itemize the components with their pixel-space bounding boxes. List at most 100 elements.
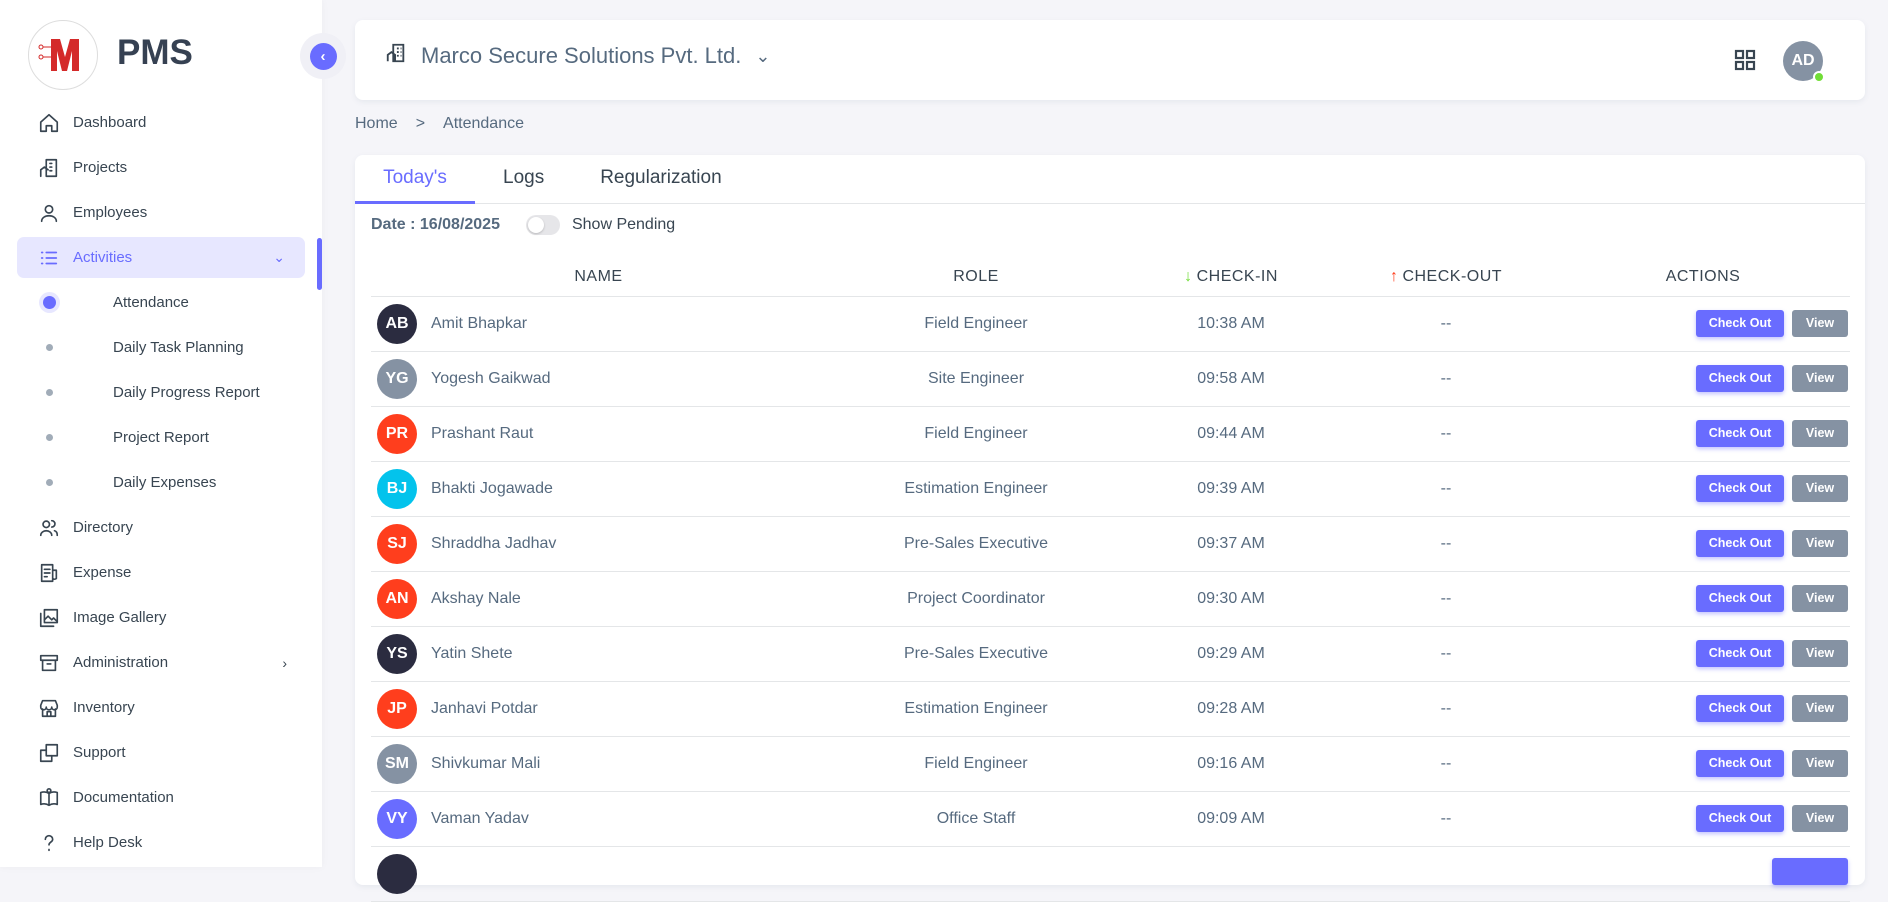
collapse-sidebar-button[interactable]: ‹ bbox=[300, 33, 346, 79]
cell-name: JP Janhavi Potdar bbox=[371, 681, 826, 737]
avatar: JP bbox=[377, 688, 417, 729]
col-role: ROLE bbox=[826, 258, 1126, 297]
employee-name: Prashant Raut bbox=[431, 424, 534, 442]
cell-name: SM Shivkumar Mali bbox=[371, 736, 826, 792]
sidebar-item-administration[interactable]: Administration › bbox=[0, 640, 322, 685]
tab-regularization[interactable]: Regularization bbox=[600, 167, 722, 188]
chevron-down-icon: ⌄ bbox=[273, 249, 285, 265]
cell-name: AN Akshay Nale bbox=[371, 571, 826, 627]
check-out-button[interactable]: Check Out bbox=[1696, 310, 1784, 337]
check-out-button[interactable]: Check Out bbox=[1696, 365, 1784, 392]
sidebar-subitem-daily-progress-report[interactable]: Daily Progress Report bbox=[0, 370, 322, 415]
arrow-down-icon: ↓ bbox=[1184, 267, 1193, 285]
check-out-button[interactable]: Check Out bbox=[1696, 640, 1784, 667]
check-out-button[interactable]: Check Out bbox=[1696, 695, 1784, 722]
sidebar-item-inventory[interactable]: Inventory bbox=[0, 685, 322, 730]
tab-todays[interactable]: Today's bbox=[355, 155, 475, 204]
cell-role: Field Engineer bbox=[826, 296, 1126, 352]
sidebar-item-label: Dashboard bbox=[73, 114, 147, 131]
sidebar-item-support[interactable]: Support bbox=[0, 730, 322, 775]
view-button[interactable]: View bbox=[1792, 365, 1848, 392]
user-avatar[interactable]: AD bbox=[1783, 41, 1825, 83]
table-row: YS Yatin Shete Pre-Sales Executive 09:29 … bbox=[371, 626, 1850, 682]
cell-role: Field Engineer bbox=[826, 406, 1126, 462]
sidebar-scrollbar[interactable] bbox=[317, 238, 322, 290]
sidebar-item-projects[interactable]: Projects bbox=[0, 145, 322, 190]
cell-actions: Check Out View bbox=[1556, 571, 1850, 627]
sidebar-item-activities[interactable]: Activities ⌄ bbox=[17, 237, 305, 278]
cell-checkin bbox=[1126, 846, 1336, 902]
cell-checkout: -- bbox=[1336, 736, 1556, 792]
cell-checkin: 10:38 AM bbox=[1126, 296, 1336, 352]
check-out-button[interactable]: Check Out bbox=[1696, 585, 1784, 612]
copy-icon bbox=[37, 741, 61, 765]
employee-name: Vaman Yadav bbox=[431, 809, 529, 827]
cell-checkout: -- bbox=[1336, 351, 1556, 407]
cell-checkout: -- bbox=[1336, 681, 1556, 737]
cell-name: PR Prashant Raut bbox=[371, 406, 826, 462]
view-button[interactable]: View bbox=[1792, 530, 1848, 557]
sidebar-item-expense[interactable]: Expense bbox=[0, 550, 322, 595]
cell-checkin: 09:39 AM bbox=[1126, 461, 1336, 517]
view-button[interactable]: View bbox=[1792, 475, 1848, 502]
sidebar-item-help-desk[interactable]: Help Desk bbox=[0, 820, 322, 865]
cell-checkin: 09:30 AM bbox=[1126, 571, 1336, 627]
cell-actions: Check Out View bbox=[1556, 351, 1850, 407]
avatar: YG bbox=[377, 358, 417, 399]
view-button[interactable]: View bbox=[1792, 585, 1848, 612]
chevron-down-icon: ⌄ bbox=[755, 45, 771, 66]
cell-checkin: 09:16 AM bbox=[1126, 736, 1336, 792]
avatar: PR bbox=[377, 413, 417, 454]
sidebar-subitem-daily-task-planning[interactable]: Daily Task Planning bbox=[0, 325, 322, 370]
check-out-button[interactable]: Check Out bbox=[1696, 805, 1784, 832]
check-out-button[interactable]: Check Out bbox=[1696, 420, 1784, 447]
sidebar-item-label: Directory bbox=[73, 519, 134, 536]
company-selector[interactable]: Marco Secure Solutions Pvt. Ltd. ⌄ bbox=[385, 42, 770, 70]
show-pending-label[interactable]: Show Pending bbox=[571, 216, 676, 233]
view-button[interactable]: View bbox=[1792, 640, 1848, 667]
sidebar-item-image-gallery[interactable]: Image Gallery bbox=[0, 595, 322, 640]
view-button[interactable]: View bbox=[1792, 310, 1848, 337]
view-button[interactable]: View bbox=[1792, 420, 1848, 447]
sidebar-item-documentation[interactable]: Documentation bbox=[0, 775, 322, 820]
table-row: JP Janhavi Potdar Estimation Engineer 09:… bbox=[371, 681, 1850, 737]
employee-name: Janhavi Potdar bbox=[431, 699, 538, 717]
table-row-partial bbox=[371, 846, 1850, 902]
apps-grid-icon[interactable] bbox=[1733, 48, 1757, 77]
show-pending-toggle[interactable] bbox=[525, 215, 560, 235]
check-out-button[interactable]: Check Out bbox=[1696, 750, 1784, 777]
view-button[interactable]: View bbox=[1792, 805, 1848, 832]
cell-actions: Check Out View bbox=[1556, 736, 1850, 792]
cell-name bbox=[371, 846, 826, 902]
bullet-icon bbox=[46, 434, 53, 441]
cell-role: Estimation Engineer bbox=[826, 681, 1126, 737]
cell-role: Pre-Sales Executive bbox=[826, 516, 1126, 572]
sidebar-item-dashboard[interactable]: Dashboard bbox=[0, 100, 322, 145]
cell-role: Office Staff bbox=[826, 791, 1126, 847]
view-button[interactable]: View bbox=[1792, 695, 1848, 722]
col-checkout-label: CHECK-OUT bbox=[1402, 267, 1503, 285]
view-button[interactable]: View bbox=[1792, 750, 1848, 777]
receipt-icon bbox=[37, 561, 61, 585]
sidebar-subitem-daily-expenses[interactable]: Daily Expenses bbox=[0, 460, 322, 505]
store-icon bbox=[37, 696, 61, 720]
action-button[interactable] bbox=[1772, 857, 1848, 885]
avatar bbox=[377, 853, 417, 894]
brand-logo[interactable] bbox=[28, 20, 98, 90]
employee-name: Amit Bhapkar bbox=[431, 314, 528, 332]
sidebar-subitem-project-report[interactable]: Project Report bbox=[0, 415, 322, 460]
breadcrumb-separator-icon: > bbox=[415, 115, 426, 132]
col-actions: ACTIONS bbox=[1556, 258, 1850, 297]
sidebar-item-directory[interactable]: Directory bbox=[0, 505, 322, 550]
list-icon bbox=[37, 246, 61, 270]
sidebar: PMS Dashboard Projects Employees Activit… bbox=[0, 0, 322, 867]
breadcrumb-home[interactable]: Home bbox=[355, 115, 398, 132]
avatar: BJ bbox=[377, 468, 417, 509]
check-out-button[interactable]: Check Out bbox=[1696, 530, 1784, 557]
col-name: NAME bbox=[371, 258, 826, 297]
home-icon bbox=[37, 111, 61, 135]
tab-logs[interactable]: Logs bbox=[503, 167, 545, 188]
check-out-button[interactable]: Check Out bbox=[1696, 475, 1784, 502]
sidebar-item-employees[interactable]: Employees bbox=[0, 190, 322, 235]
sidebar-subitem-attendance[interactable]: Attendance bbox=[0, 280, 322, 325]
